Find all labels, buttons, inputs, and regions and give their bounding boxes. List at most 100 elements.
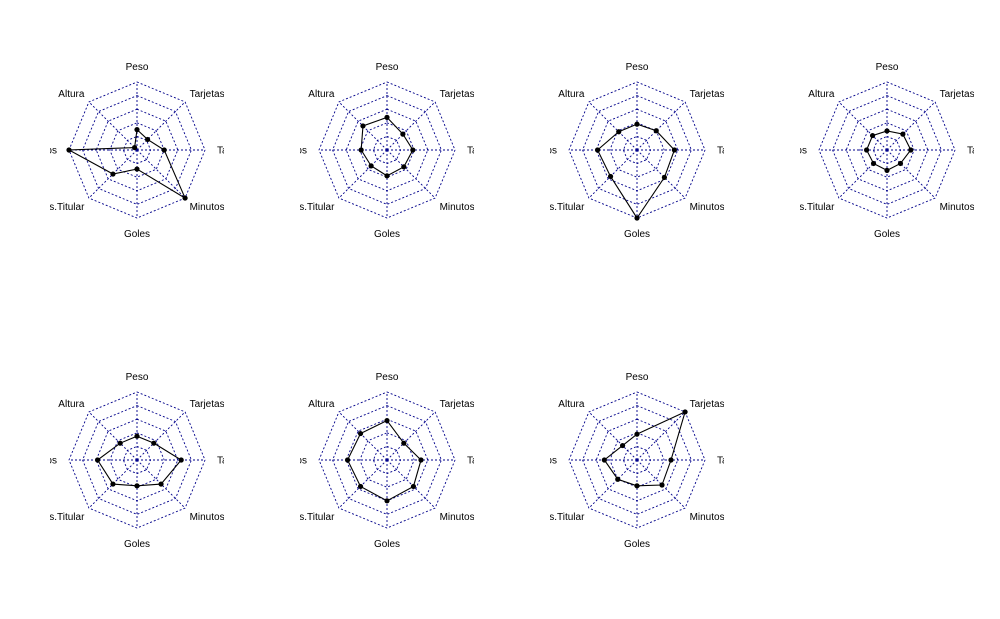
grid-ring: [332, 405, 442, 515]
grid-ring: [832, 95, 942, 205]
radar-panel-4: Peso Tarjetas.Rojas Tarjetas.A Minutos.Juga…: [761, 62, 1000, 240]
data-point: [401, 164, 407, 170]
data-point: [870, 160, 877, 167]
data-point: [134, 433, 140, 439]
axis-label: Goles: [624, 229, 650, 240]
axis-label: uegos.Titular: [277, 512, 335, 523]
axis-label: s.Jugados: [511, 456, 557, 467]
axis-label: uegos.Titular: [277, 202, 335, 213]
axis-label: Minutos.Jugado: [190, 512, 261, 523]
grid-spoke: [588, 149, 638, 199]
data-point: [110, 481, 116, 487]
axis-label: Altura: [558, 89, 585, 100]
axis-label: Tarjetas.A: [467, 456, 512, 467]
axis-label: Peso: [876, 62, 899, 73]
axis-label: uegos.Titular: [27, 512, 85, 523]
radar-panel-3: Peso Tarjetas.Rojas Tarjetas.A Minutos.Juga…: [511, 62, 762, 240]
data-point: [410, 147, 416, 153]
axis-label: Tarjetas.Rojas: [190, 399, 253, 410]
grid-spoke: [136, 101, 186, 151]
axis-label: Tarjetas.A: [717, 456, 762, 467]
data-point: [607, 173, 614, 180]
axis-label: Peso: [376, 62, 399, 73]
data-point: [178, 457, 184, 463]
data-point: [110, 171, 116, 177]
grid-spoke: [636, 149, 686, 199]
data-point: [358, 147, 364, 153]
data-point: [682, 409, 688, 415]
grid-ring: [332, 95, 442, 205]
axis-label: Altura: [308, 399, 335, 410]
data-point: [616, 129, 622, 135]
axis-label: uegos.Titular: [27, 202, 85, 213]
data-point: [661, 174, 668, 181]
axis-label: Minutos.Jugado: [190, 202, 261, 213]
grid-ring: [68, 81, 206, 219]
grid-ring: [318, 81, 456, 219]
grid-ring: [582, 405, 692, 515]
data-point: [401, 440, 407, 446]
grid-spoke: [636, 101, 686, 151]
axis-label: Altura: [808, 89, 835, 100]
grid-spoke: [886, 101, 936, 151]
data-point: [884, 167, 890, 173]
axis-label: Minutos.Jugado: [690, 202, 761, 213]
grid-ring: [82, 405, 192, 515]
data-point: [134, 127, 140, 133]
radar-panel-2: Peso Tarjetas.Rojas Tarjetas.A Minutos.Juga…: [277, 62, 511, 240]
axis-label: Goles: [374, 229, 400, 240]
grid-spoke: [386, 101, 436, 151]
axis-label: Tarjetas.A: [217, 146, 262, 157]
grid-spoke: [338, 411, 388, 461]
data-point: [601, 457, 607, 463]
grid-spoke: [886, 149, 936, 199]
grid-ring: [582, 95, 692, 205]
data-point: [94, 457, 101, 463]
data-point: [144, 136, 151, 143]
grid-ring: [68, 391, 206, 529]
data-point: [594, 147, 601, 153]
data-point: [182, 195, 188, 201]
series-line: [96, 435, 183, 487]
axis-label: uegos.Titular: [527, 512, 585, 523]
axis-label: Peso: [126, 372, 149, 383]
axis-label: Tarjetas.A: [717, 146, 762, 157]
axis-label: uegos.Titular: [527, 202, 585, 213]
grid-ring: [568, 391, 706, 529]
axis-label: Minutos.Jugado: [690, 512, 761, 523]
axis-label: Minutos.Jugado: [440, 202, 511, 213]
axis-label: Altura: [58, 399, 85, 410]
grid-spoke: [386, 459, 436, 509]
axis-label: s.Jugados: [511, 146, 557, 157]
data-point: [357, 483, 364, 490]
axis-label: Tarjetas.A: [967, 146, 1000, 157]
axis-label: s.Jugados: [761, 146, 807, 157]
data-point: [357, 430, 364, 437]
data-point: [410, 483, 417, 490]
data-point: [151, 440, 157, 446]
axis-label: Goles: [874, 229, 900, 240]
data-point: [134, 166, 140, 172]
data-point: [653, 128, 659, 134]
data-point: [384, 114, 390, 120]
data-point: [908, 147, 914, 153]
data-point: [619, 442, 626, 449]
data-point: [400, 131, 406, 137]
axis-label: Goles: [374, 539, 400, 550]
data-point: [897, 160, 904, 167]
data-point: [66, 147, 72, 153]
data-point: [384, 173, 390, 179]
data-point: [671, 147, 678, 153]
data-point: [634, 121, 640, 127]
grid-ring: [818, 81, 956, 219]
axis-label: Tarjetas.Rojas: [440, 399, 503, 410]
radar-panel-6: Peso Tarjetas.Rojas Tarjetas.A Minutos.Juga…: [277, 372, 512, 550]
axis-label: Tarjetas.Rojas: [690, 399, 753, 410]
grid-spoke: [136, 411, 186, 461]
grid-spoke: [588, 101, 638, 151]
data-point: [659, 482, 665, 488]
grid-ring: [82, 95, 192, 205]
data-point: [634, 431, 640, 437]
data-point: [117, 440, 123, 446]
grid-spoke: [588, 411, 638, 461]
